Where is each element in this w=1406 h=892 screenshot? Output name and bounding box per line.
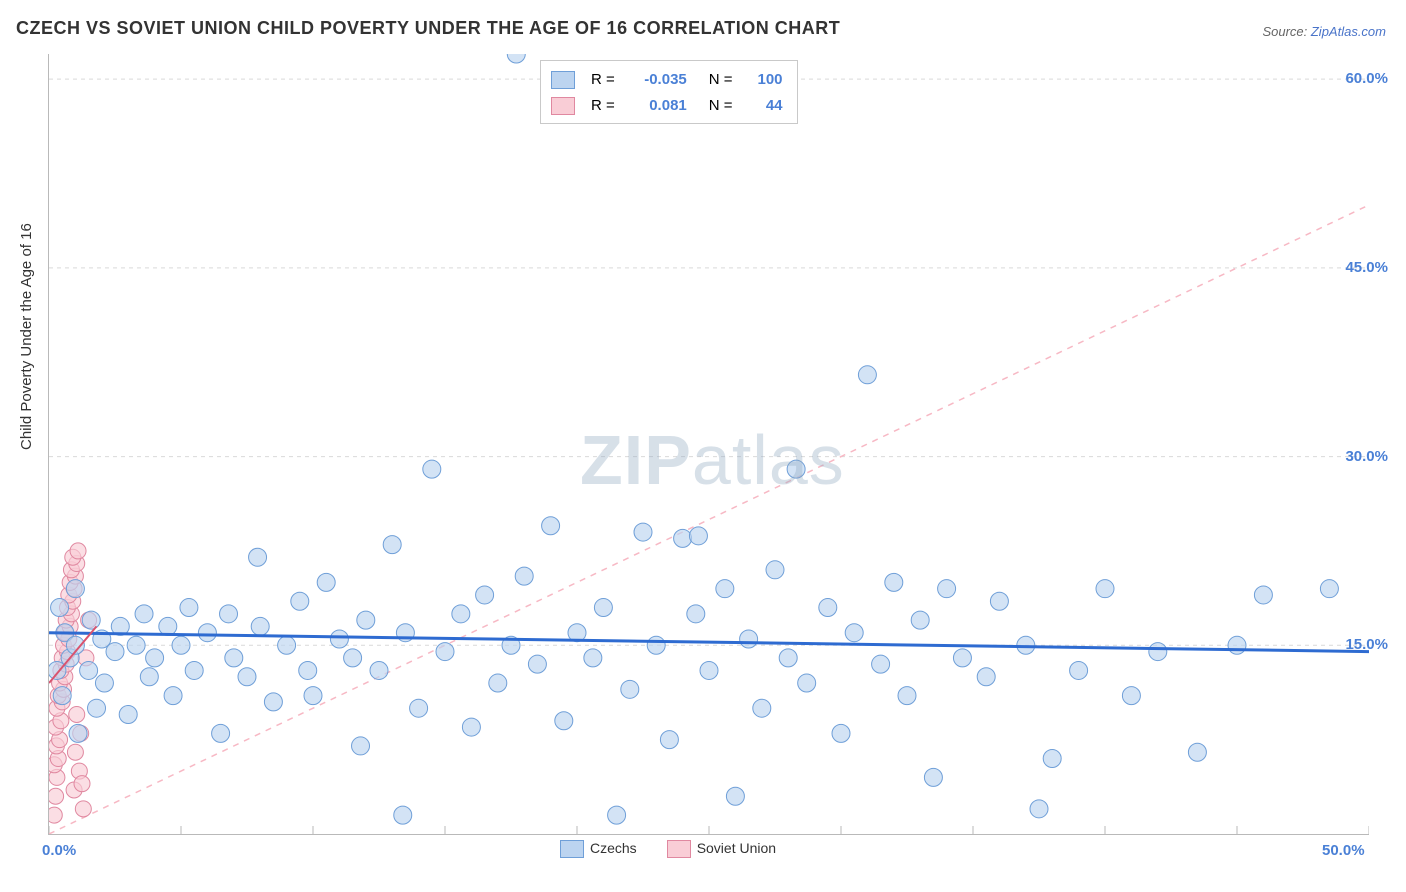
n-value: 100 xyxy=(743,67,783,93)
x-legend: Czechs Soviet Union xyxy=(560,840,776,858)
y-axis-label: Child Poverty Under the Age of 16 xyxy=(18,223,35,450)
x-tick-label: 50.0% xyxy=(1322,842,1365,859)
n-value: 44 xyxy=(743,93,783,119)
legend-swatch-soviet xyxy=(667,840,691,858)
legend-item-soviet: Soviet Union xyxy=(667,840,776,858)
y-tick-label: 15.0% xyxy=(1345,636,1388,653)
n-label: N = xyxy=(709,93,733,119)
stats-swatch xyxy=(551,71,575,89)
r-label: R = xyxy=(591,67,615,93)
r-value: 0.081 xyxy=(625,93,687,119)
y-tick-label: 30.0% xyxy=(1345,448,1388,465)
stats-row: R = -0.035 N = 100 xyxy=(551,67,783,93)
source-credit: Source: ZipAtlas.com xyxy=(1262,24,1386,39)
source-prefix: Source: xyxy=(1262,24,1310,39)
stats-box: R = -0.035 N = 100 R = 0.081 N = 44 xyxy=(540,60,798,124)
scatter-plot xyxy=(48,54,1369,835)
stats-swatch xyxy=(551,97,575,115)
y-tick-label: 60.0% xyxy=(1345,70,1388,87)
legend-item-czech: Czechs xyxy=(560,840,637,858)
r-value: -0.035 xyxy=(625,67,687,93)
chart-title: CZECH VS SOVIET UNION CHILD POVERTY UNDE… xyxy=(16,18,840,39)
legend-label: Czechs xyxy=(590,840,637,856)
x-tick-label: 0.0% xyxy=(42,842,76,859)
y-tick-label: 45.0% xyxy=(1345,259,1388,276)
r-label: R = xyxy=(591,93,615,119)
n-label: N = xyxy=(709,67,733,93)
stats-row: R = 0.081 N = 44 xyxy=(551,93,783,119)
source-link[interactable]: ZipAtlas.com xyxy=(1311,24,1386,39)
legend-label: Soviet Union xyxy=(697,840,776,856)
legend-swatch-czech xyxy=(560,840,584,858)
